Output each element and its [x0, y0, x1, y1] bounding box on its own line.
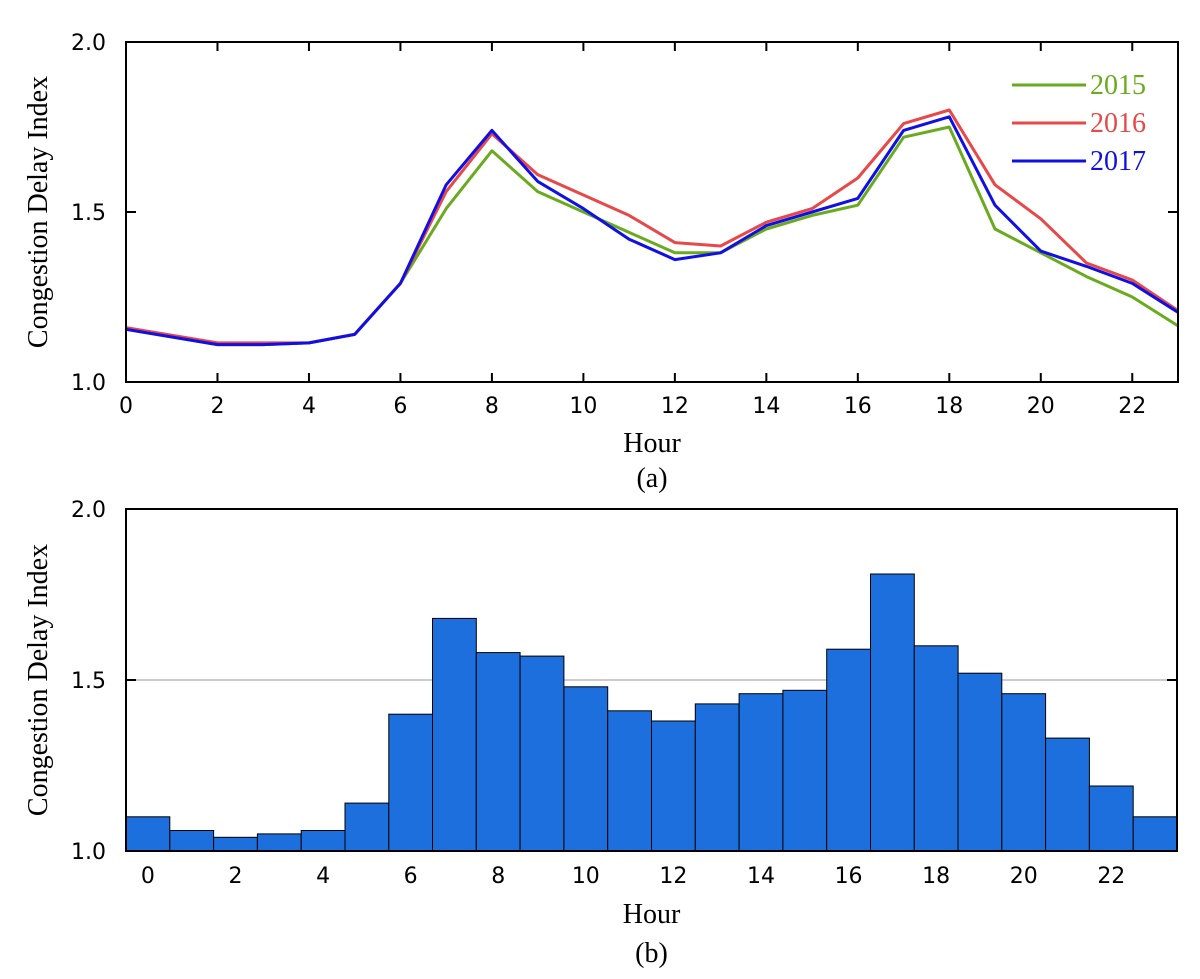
- x-tick-label-b-2: 2: [228, 864, 242, 889]
- bar-hour-20: [1002, 694, 1046, 851]
- x-tick-label-20: 20: [1027, 394, 1055, 419]
- bar-hour-19: [958, 673, 1002, 851]
- x-tick-label-b-12: 12: [659, 864, 687, 889]
- bar-hour-10: [564, 687, 608, 851]
- bar-hour-0: [126, 817, 170, 851]
- legend-label-2015: 2015: [1090, 70, 1146, 101]
- bar-hour-11: [608, 711, 652, 851]
- bar-hour-8: [476, 653, 520, 851]
- bar-hour-15: [783, 690, 827, 851]
- bar-hour-18: [914, 646, 958, 851]
- bar-hour-12: [652, 721, 696, 851]
- x-tick-label-b-20: 20: [1010, 864, 1038, 889]
- x-tick-label-22: 22: [1118, 394, 1146, 419]
- x-tick-label-14: 14: [752, 394, 780, 419]
- y-tick-label-b-1.0: 1.0: [71, 840, 106, 865]
- bar-hour-23: [1133, 817, 1177, 851]
- line-chart-a: 02468101214161820221.01.52.0 20152016201…: [23, 31, 1178, 494]
- bar-hour-6: [389, 714, 433, 851]
- x-axis-title-a: Hour: [623, 428, 681, 459]
- y-tick-label-1.0: 1.0: [71, 371, 106, 396]
- x-tick-label-8: 8: [485, 394, 499, 419]
- x-tick-label-b-22: 22: [1097, 864, 1125, 889]
- x-tick-label-b-0: 0: [141, 864, 155, 889]
- x-tick-label-4: 4: [302, 394, 316, 419]
- ticks-a: 0 2 4 6 8 10 12 14 16 18 20 22 1.0 1.5 2.0: [71, 31, 1178, 419]
- bar-chart-b: 0 2 4 6 8 10 12 14 16 18 20 22 1.0 1.5 2.0 Hour Conges…: [23, 498, 1177, 969]
- bar-hour-2: [214, 837, 258, 851]
- x-tick-label-6: 6: [393, 394, 407, 419]
- y-tick-label-1.5: 1.5: [71, 201, 106, 226]
- x-tick-label-b-18: 18: [922, 864, 950, 889]
- x-tick-label-b-6: 6: [404, 864, 418, 889]
- x-tick-label-b-10: 10: [572, 864, 600, 889]
- y-tick-label-2.0: 2.0: [71, 31, 106, 56]
- x-tick-label-b-14: 14: [747, 864, 775, 889]
- x-tick-label-0: 0: [119, 394, 133, 419]
- bar-hour-3: [257, 834, 301, 851]
- legend-label-2017: 2017: [1090, 146, 1146, 177]
- bar-hour-5: [345, 803, 389, 851]
- plot-frame-a: [126, 42, 1178, 382]
- line-series-group: [126, 110, 1178, 345]
- bar-hour-22: [1089, 786, 1133, 851]
- caption-a: (a): [636, 463, 667, 494]
- x-tick-label-12: 12: [661, 394, 689, 419]
- y-tick-label-b-1.5: 1.5: [71, 669, 106, 694]
- bar-hour-4: [301, 831, 345, 852]
- bar-hour-21: [1046, 738, 1090, 851]
- bar-hour-9: [520, 656, 564, 851]
- bar-hour-1: [170, 831, 214, 852]
- figure: 02468101214161820221.01.52.0 20152016201…: [0, 0, 1200, 979]
- bar-hour-7: [433, 618, 477, 851]
- bar-hour-14: [739, 694, 783, 851]
- bar-hour-17: [871, 574, 915, 851]
- x-tick-label-18: 18: [935, 394, 963, 419]
- bar-hour-16: [827, 649, 871, 851]
- legend-a: 2015 2016 2017: [1012, 70, 1146, 177]
- x-tick-label-16: 16: [844, 394, 872, 419]
- y-axis-title-a: Congestion Delay Index: [23, 76, 54, 348]
- line-series-2016: [126, 110, 1178, 343]
- bar-hour-13: [695, 704, 739, 851]
- bars-group: [126, 574, 1177, 851]
- x-tick-label-10: 10: [569, 394, 597, 419]
- caption-b: (b): [635, 938, 668, 969]
- legend-label-2016: 2016: [1090, 108, 1146, 139]
- x-tick-label-b-8: 8: [491, 864, 505, 889]
- x-tick-label-2: 2: [210, 394, 224, 419]
- y-axis-title-b: Congestion Delay Index: [23, 544, 54, 816]
- x-axis-title-b: Hour: [623, 899, 681, 930]
- x-tick-label-b-4: 4: [316, 864, 330, 889]
- x-tick-label-b-16: 16: [835, 864, 863, 889]
- y-tick-label-b-2.0: 2.0: [71, 498, 106, 523]
